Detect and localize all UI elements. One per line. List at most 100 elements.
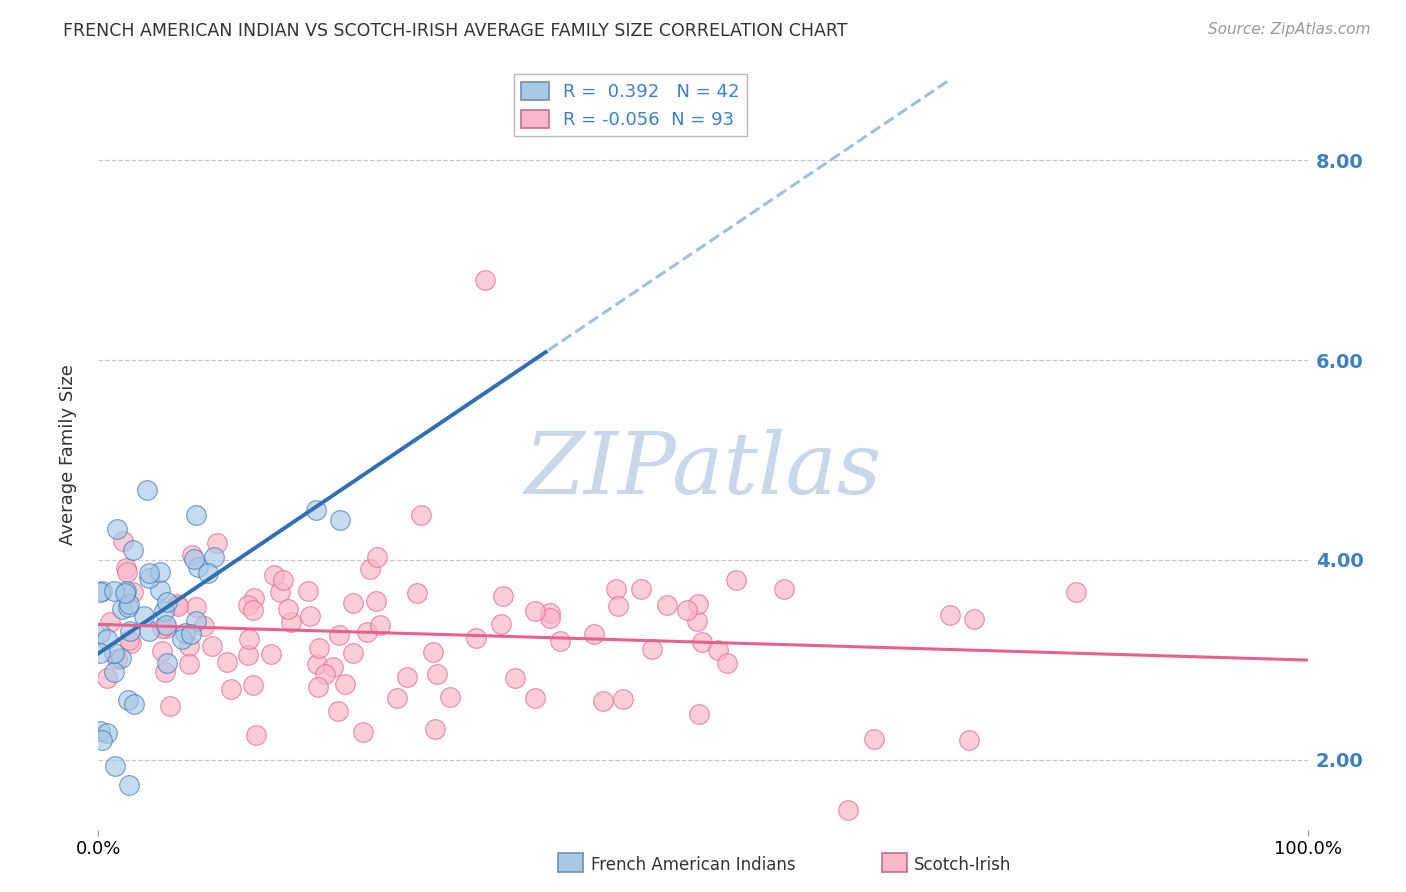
Point (122, 584, 145, 599)
Point (405, 586, 427, 600)
Point (96, 632, 118, 646)
Point (219, 681, 242, 696)
Point (329, 513, 352, 527)
Point (426, 666, 449, 681)
Point (342, 647, 364, 661)
Point (439, 690, 461, 705)
Point (156, 595, 179, 609)
Point (153, 604, 176, 618)
Point (153, 665, 176, 680)
Point (328, 704, 350, 718)
Y-axis label: Average Family Size: Average Family Size (59, 365, 77, 545)
Point (308, 640, 330, 655)
Point (186, 599, 208, 614)
Legend: R =  0.392   N = 42, R = -0.056  N = 93: R = 0.392 N = 42, R = -0.056 N = 93 (515, 74, 747, 136)
Point (118, 633, 141, 648)
Text: French American Indians: French American Indians (591, 855, 796, 873)
Point (422, 644, 444, 658)
Point (118, 624, 141, 639)
Point (112, 534, 135, 549)
Point (135, 483, 157, 497)
Point (96, 726, 118, 740)
Point (686, 615, 709, 629)
Point (118, 597, 141, 611)
Point (105, 522, 128, 536)
Point (314, 667, 336, 681)
Point (183, 552, 205, 566)
Point (837, 803, 859, 817)
Point (177, 657, 200, 672)
Point (939, 608, 962, 623)
Text: Scotch-Irish: Scotch-Irish (914, 855, 1011, 873)
Point (772, 582, 794, 596)
Point (242, 603, 264, 617)
Point (538, 607, 561, 621)
Point (103, 583, 125, 598)
Point (122, 698, 145, 712)
Point (159, 698, 181, 713)
Point (215, 656, 238, 670)
Point (238, 632, 260, 646)
Point (138, 624, 160, 638)
Point (260, 647, 283, 661)
Point (688, 597, 710, 611)
Point (98, 615, 121, 629)
Point (307, 680, 329, 694)
Point (89, 646, 111, 660)
Point (395, 670, 418, 684)
Point (103, 646, 125, 660)
Point (96, 671, 118, 685)
Point (492, 590, 515, 604)
Point (105, 652, 128, 666)
Point (193, 619, 215, 633)
Point (114, 586, 136, 600)
Point (174, 625, 197, 640)
Point (524, 690, 547, 705)
Point (605, 582, 627, 597)
Point (90, 733, 112, 747)
Point (280, 615, 302, 629)
Point (366, 549, 388, 564)
Point (305, 657, 328, 671)
Point (491, 617, 513, 632)
Point (91, 583, 114, 598)
Point (115, 584, 138, 599)
Point (688, 707, 710, 722)
Point (364, 594, 387, 608)
Point (690, 634, 713, 648)
Point (243, 591, 266, 605)
Point (138, 566, 160, 580)
Point (120, 636, 142, 650)
Point (297, 583, 319, 598)
Point (111, 602, 134, 616)
Point (352, 725, 374, 739)
Point (117, 693, 139, 707)
Point (138, 571, 160, 585)
Point (201, 640, 224, 654)
Point (863, 732, 886, 747)
Point (298, 608, 321, 623)
Point (89, 723, 111, 738)
Point (177, 640, 200, 654)
Point (166, 599, 188, 613)
Point (538, 611, 561, 625)
Point (322, 659, 344, 673)
Point (110, 650, 132, 665)
Point (612, 692, 634, 706)
Point (149, 566, 172, 580)
Point (716, 656, 738, 670)
Point (548, 633, 571, 648)
Point (269, 584, 291, 599)
Point (1064, 585, 1087, 599)
Point (118, 778, 141, 792)
Point (245, 728, 267, 742)
Point (957, 732, 980, 747)
Point (89, 584, 111, 599)
Text: ZIPatlas: ZIPatlas (524, 428, 882, 511)
Point (155, 617, 177, 632)
Point (197, 566, 219, 580)
Point (385, 691, 408, 706)
Point (242, 678, 264, 692)
Text: Source: ZipAtlas.com: Source: ZipAtlas.com (1208, 22, 1371, 37)
Point (181, 548, 204, 562)
